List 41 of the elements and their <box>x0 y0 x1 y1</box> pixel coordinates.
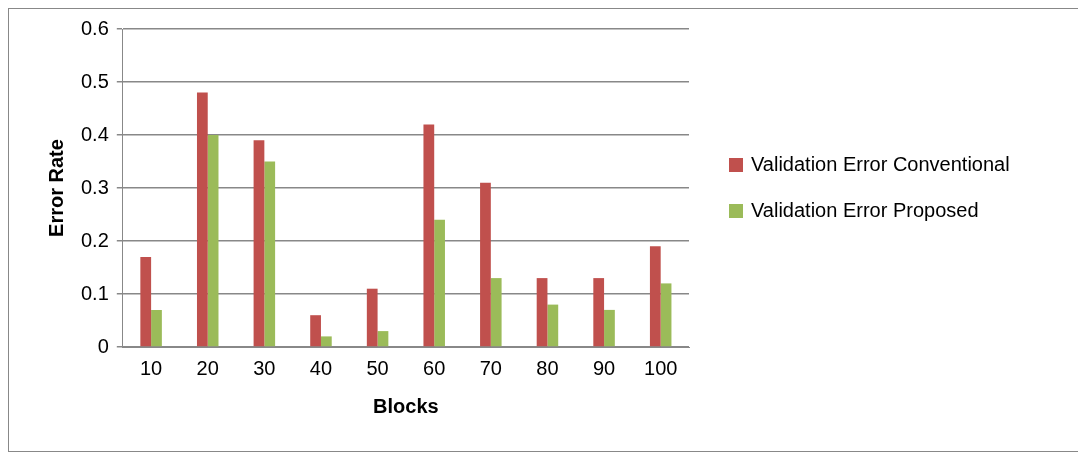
y-tick-label: 0.6 <box>80 16 109 39</box>
y-tick-label: 0 <box>97 334 109 357</box>
legend-label: Validation Error Proposed <box>751 198 979 221</box>
y-tick-label: 0.5 <box>80 69 109 92</box>
bar <box>547 304 559 347</box>
bar <box>207 135 219 347</box>
x-tick-label: 40 <box>309 356 333 379</box>
x-tick-label: 50 <box>366 356 389 379</box>
bar <box>140 256 152 347</box>
bar <box>660 283 672 347</box>
bar <box>320 336 332 347</box>
x-tick-label: 60 <box>423 356 446 379</box>
x-axis-title: Blocks <box>373 394 439 417</box>
y-tick-label: 0.2 <box>80 228 109 251</box>
bar <box>490 278 502 347</box>
bar <box>593 278 605 347</box>
x-tick-label: 20 <box>196 356 219 379</box>
x-tick-label: 100 <box>644 356 678 379</box>
bar <box>423 124 435 347</box>
bar <box>366 288 378 347</box>
y-tick-label: 0.3 <box>80 175 109 198</box>
x-tick-label: 10 <box>139 356 163 379</box>
bar <box>480 182 491 347</box>
bar <box>536 278 548 347</box>
x-tick-label: 70 <box>479 356 502 379</box>
x-tick-label: 30 <box>253 356 276 379</box>
bar <box>253 140 265 347</box>
bar <box>310 315 321 347</box>
x-tick-label: 90 <box>592 356 616 379</box>
bar <box>196 92 208 347</box>
bar <box>264 161 276 347</box>
bar <box>604 309 615 347</box>
y-tick-label: 0.1 <box>80 281 109 304</box>
x-tick-label: 80 <box>536 356 559 379</box>
legend-label: Validation Error Conventional <box>751 152 1010 175</box>
bar <box>434 219 445 347</box>
y-axis-title: Error Rate <box>44 139 67 237</box>
bar <box>377 331 389 347</box>
y-tick-label: 0.4 <box>80 122 109 145</box>
bar <box>649 246 661 347</box>
bar <box>151 309 162 347</box>
